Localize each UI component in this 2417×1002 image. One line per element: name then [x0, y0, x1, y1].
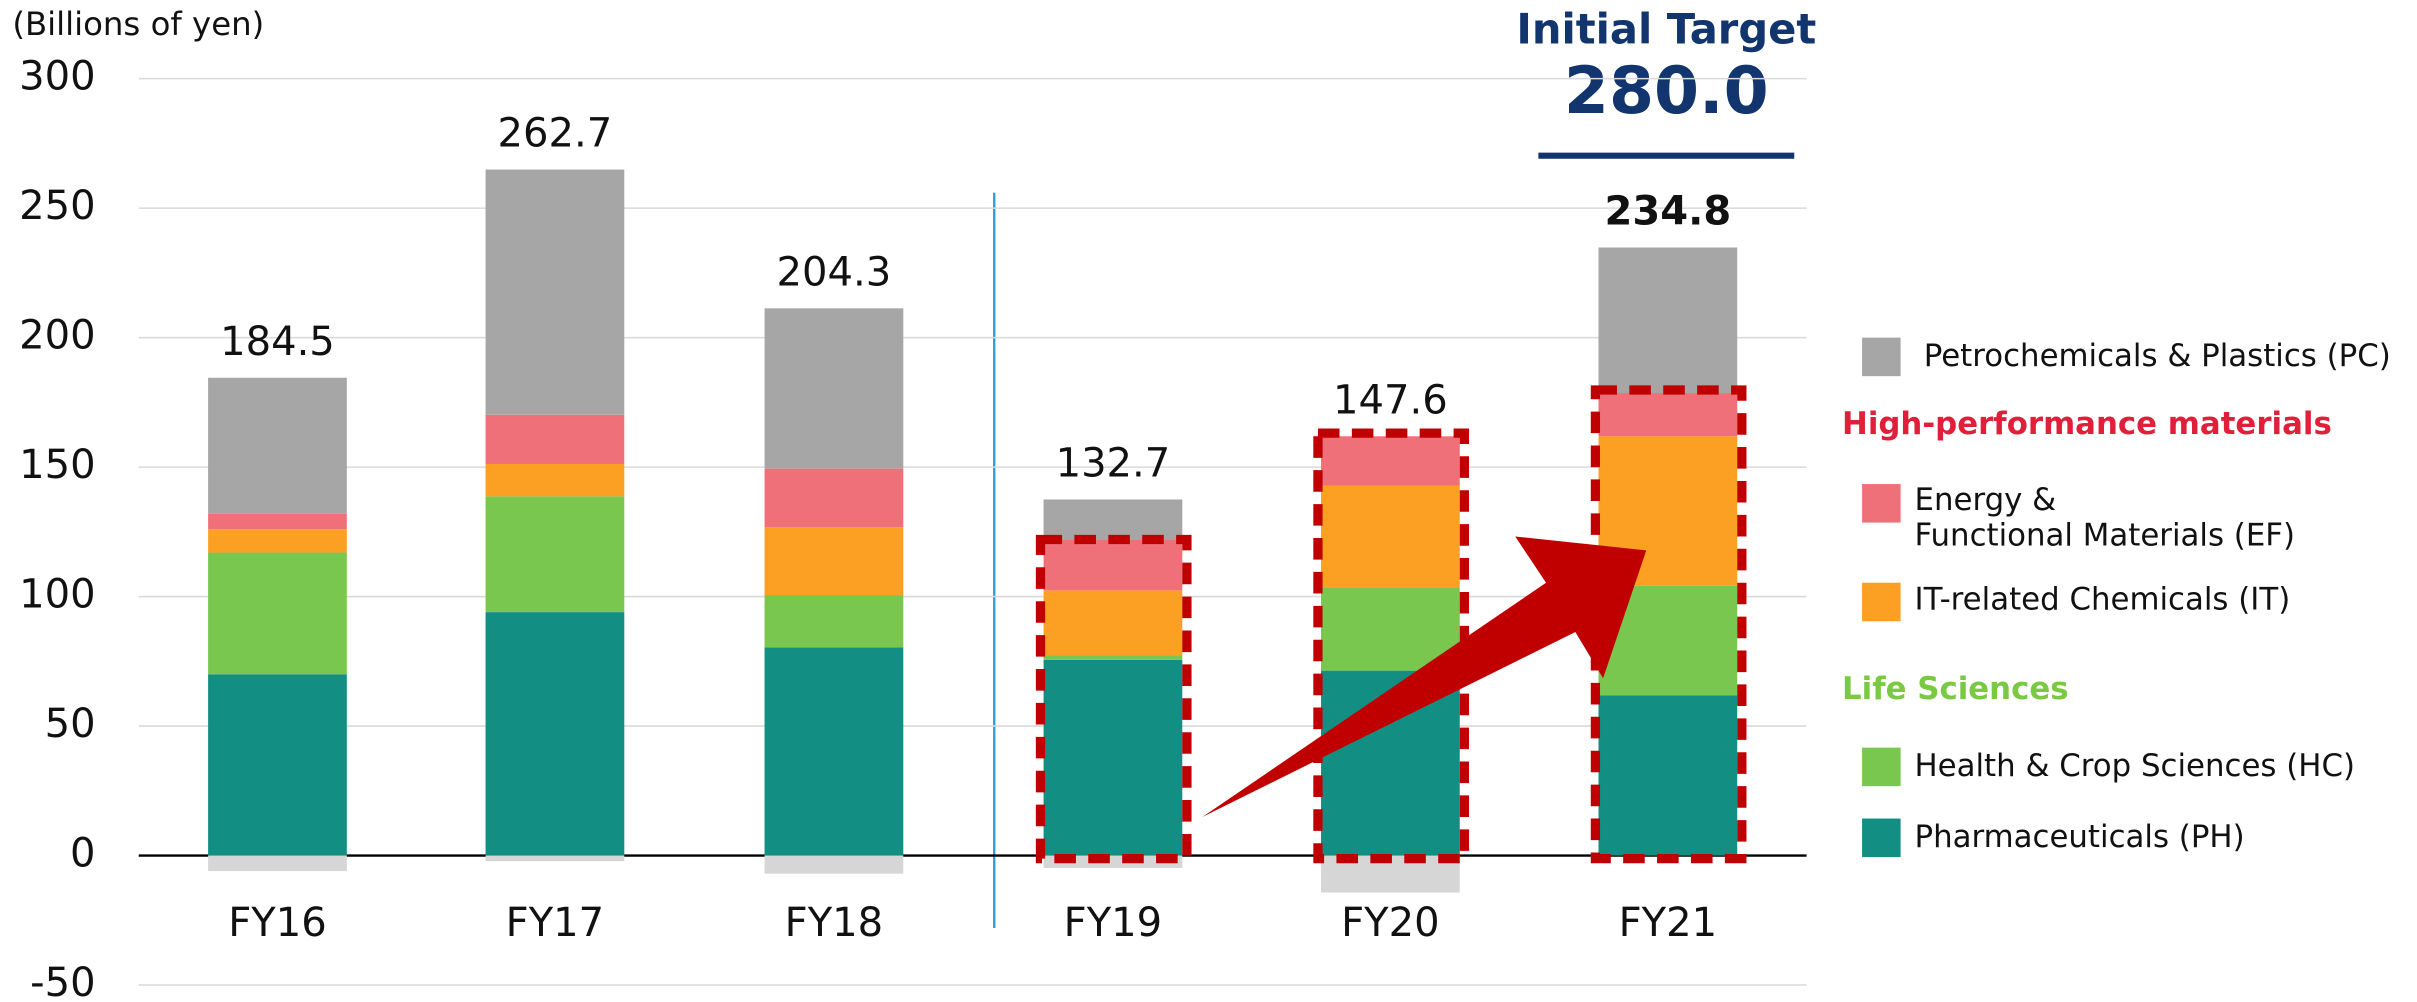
x-tick-label: FY17 [506, 900, 604, 946]
bar-segment [1043, 855, 1183, 868]
x-tick-label: FY16 [228, 900, 326, 946]
bar-segment [208, 529, 347, 553]
bar-segment [764, 468, 904, 528]
bar-segment [764, 595, 904, 648]
bar-segment [1043, 499, 1183, 540]
bar-segment [485, 855, 625, 862]
total-label: 132.7 [1056, 441, 1171, 487]
total-label: 204.3 [777, 249, 892, 295]
bar-segment [1321, 436, 1460, 486]
bar-segment [764, 855, 904, 874]
y-tick-label: 200 [19, 313, 95, 359]
y-tick-label: 250 [19, 183, 95, 229]
y-tick-label: 50 [45, 701, 96, 747]
legend-swatch [1862, 582, 1901, 622]
bar-segment [208, 674, 347, 856]
bar-segment [485, 414, 625, 464]
bar-segment [764, 308, 904, 469]
total-label: 234.8 [1604, 189, 1731, 235]
bar-segment [764, 647, 904, 856]
bar-segment [1043, 659, 1183, 856]
legend-label: Petrochemicals & Plastics (PC) [1924, 338, 2391, 374]
bar-segment [208, 855, 347, 872]
bar-segment [1043, 539, 1183, 591]
x-tick-label: FY21 [1619, 900, 1718, 946]
legend-swatch [1862, 818, 1901, 858]
bar-segment [1321, 485, 1460, 588]
bar-segment [485, 496, 625, 613]
x-tick-label: FY18 [785, 900, 884, 946]
y-tick-label: 300 [19, 54, 95, 100]
bar-segment [1598, 393, 1738, 437]
target-value: 280.0 [1564, 54, 1769, 129]
legend-group-title: Life Sciences [1842, 671, 2069, 707]
legend-swatch [1862, 337, 1901, 377]
bar-segment [1598, 247, 1738, 394]
total-label: 147.6 [1333, 377, 1448, 423]
bar-segment [1598, 695, 1738, 856]
bar-segment [208, 552, 347, 675]
y-tick-label: 0 [70, 831, 96, 877]
y-tick-label: 150 [19, 442, 95, 488]
bar-segment [764, 527, 904, 596]
legend-label: Health & Crop Sciences (HC) [1914, 748, 2355, 784]
x-tick-label: FY19 [1064, 900, 1163, 946]
bar-segment [1043, 590, 1183, 656]
legend-label: IT-related Chemicals (IT) [1914, 582, 2290, 618]
target-label: Initial Target [1516, 4, 1816, 53]
x-tick-label: FY20 [1341, 900, 1440, 946]
bar-segment [485, 169, 625, 415]
bar-segment [208, 513, 347, 530]
bar-segment [485, 612, 625, 856]
legend-swatch [1862, 747, 1901, 787]
bar-segment [1043, 655, 1183, 660]
legend-label: Energy & Functional Materials (EF) [1914, 481, 2295, 552]
legend-group-title: High-performance materials [1842, 406, 2332, 442]
highlight-box [1035, 534, 1192, 864]
total-label: 184.5 [220, 319, 335, 365]
plot: -50 0 50 100 150 200 250 300 184.5 FY16 262.7 FY17 2… [19, 54, 1807, 1002]
bar-segment [1321, 587, 1460, 671]
legend-swatch [1862, 484, 1901, 523]
total-label: 262.7 [498, 111, 613, 157]
y-tick-label: -50 [30, 960, 95, 1002]
y-tick-label: 100 [19, 572, 95, 618]
bar-segment [208, 377, 347, 514]
bar-segment [485, 463, 625, 497]
growth-arrow [1202, 536, 1647, 817]
legend-label: Pharmaceuticals (PH) [1914, 819, 2244, 855]
y-axis-label: (Billions of yen) [12, 5, 264, 43]
